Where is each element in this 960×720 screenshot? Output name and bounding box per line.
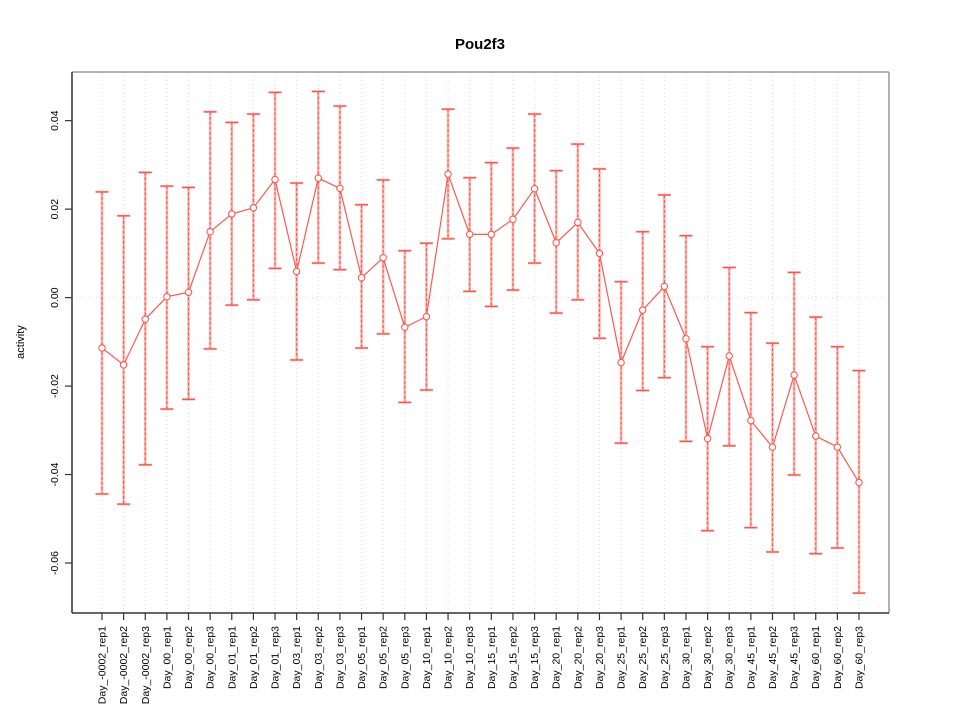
data-point-marker xyxy=(141,315,150,324)
x-tick-label: Day_30_rep2 xyxy=(702,626,714,689)
x-tick-label: Day_45_rep3 xyxy=(789,626,801,689)
y-tick-label: -0.06 xyxy=(49,551,61,575)
x-tick-label: Day_10_rep3 xyxy=(464,626,476,689)
x-tick-label: Day_20_rep2 xyxy=(572,626,584,689)
x-tick-label: Day_20_rep1 xyxy=(551,626,563,689)
x-tick-label: Day_01_rep2 xyxy=(248,626,260,689)
data-point-marker xyxy=(163,292,171,301)
data-point-marker xyxy=(249,204,258,212)
data-point-marker xyxy=(790,371,798,379)
x-tick-label: Day_45_rep1 xyxy=(745,626,757,689)
data-point-marker xyxy=(725,352,733,360)
x-tick-label: Day_05_rep2 xyxy=(378,626,390,689)
data-point-marker xyxy=(487,230,496,239)
data-point-marker xyxy=(401,323,409,331)
data-point-marker xyxy=(530,185,539,193)
x-tick-label: Day_-0002_rep2 xyxy=(118,626,130,704)
data-point-marker xyxy=(617,358,625,367)
grid-layer xyxy=(72,72,889,613)
data-point-marker xyxy=(465,230,474,239)
x-tick-label: Day_00_rep2 xyxy=(183,626,195,689)
data-point-marker xyxy=(444,170,452,178)
axes-layer: 0.04 0.02 0.00 -0.02 -0.04 -0.06 Day_-0002_rep… xyxy=(49,71,890,704)
x-tick-label: Day_25_rep2 xyxy=(637,626,649,689)
x-tick-label: Day_15_rep2 xyxy=(507,626,519,689)
x-tick-label: Day_45_rep2 xyxy=(767,626,779,689)
y-tick-label: 0.02 xyxy=(49,199,61,220)
y-axis-title: activity xyxy=(15,325,27,359)
x-tick-label: Day_03_rep2 xyxy=(313,626,325,689)
x-tick-label: Day_30_rep3 xyxy=(724,626,736,689)
series-line xyxy=(101,173,860,483)
data-point-marker xyxy=(509,215,517,224)
data-point-marker xyxy=(703,434,712,443)
data-point-marker xyxy=(855,478,863,487)
x-tick-label: Day_05_rep3 xyxy=(399,626,411,689)
data-point-marker xyxy=(206,227,214,236)
x-tick-label: Day_60_rep1 xyxy=(810,626,822,689)
x-tick-label: Day_25_rep1 xyxy=(616,626,628,689)
x-tick-label: Day_30_rep1 xyxy=(680,626,692,689)
x-tick-label: Day_00_rep1 xyxy=(161,626,173,689)
data-point-marker xyxy=(638,306,647,314)
data-point-marker xyxy=(379,254,387,262)
data-point-marker xyxy=(228,210,236,218)
x-tick-label: Day_00_rep3 xyxy=(205,626,217,689)
x-tick-label: Day_-0002_rep1 xyxy=(97,626,109,704)
x-tick-label: Day_05_rep1 xyxy=(356,626,368,689)
data-point-marker xyxy=(314,174,323,182)
chart-title: Pou2f3 xyxy=(455,36,505,53)
data-layer xyxy=(95,90,866,595)
x-tick-label: Day_03_rep1 xyxy=(291,626,303,689)
y-tick-label: 0.04 xyxy=(49,110,61,131)
data-point-marker xyxy=(357,273,366,282)
x-tick-label: Day_-0002_rep3 xyxy=(140,626,152,704)
data-point-marker xyxy=(336,184,344,193)
data-point-marker xyxy=(682,334,690,343)
x-tick-label: Day_20_rep3 xyxy=(594,626,606,689)
x-tick-label: Day_25_rep3 xyxy=(659,626,671,689)
data-point-marker xyxy=(747,416,755,425)
y-tick-label: -0.04 xyxy=(49,462,61,486)
y-tick-label: -0.02 xyxy=(49,374,61,398)
x-tick-label: Day_01_rep3 xyxy=(270,626,282,689)
x-tick-label: Day_60_rep2 xyxy=(832,626,844,689)
data-point-marker xyxy=(595,249,604,258)
data-point-marker xyxy=(184,288,193,297)
x-tick-label: Day_10_rep1 xyxy=(421,626,433,689)
data-point-marker xyxy=(271,175,279,184)
x-tick-label: Day_15_rep1 xyxy=(486,626,498,689)
x-tick-label: Day_03_rep3 xyxy=(334,626,346,689)
y-tick-label: 0.00 xyxy=(49,287,61,308)
data-point-marker xyxy=(660,282,669,291)
data-point-marker xyxy=(552,238,560,247)
x-tick-label: Day_60_rep3 xyxy=(854,626,866,689)
x-tick-label: Day_01_rep1 xyxy=(226,626,238,689)
data-point-marker xyxy=(292,267,301,276)
x-tick-label: Day_10_rep2 xyxy=(443,626,455,689)
data-point-marker xyxy=(833,443,842,451)
data-point-marker xyxy=(98,344,106,352)
x-tick-label: Day_15_rep3 xyxy=(529,626,541,689)
data-point-marker xyxy=(574,218,582,227)
data-point-marker xyxy=(119,361,128,369)
data-point-marker xyxy=(768,443,777,451)
data-point-marker xyxy=(422,312,431,321)
data-point-marker xyxy=(811,432,820,440)
